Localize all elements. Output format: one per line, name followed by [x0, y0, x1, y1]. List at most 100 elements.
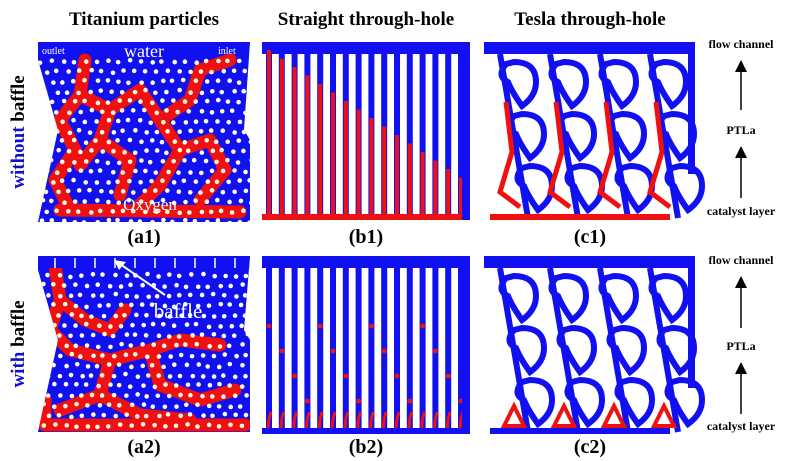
- particle: [135, 392, 140, 397]
- oxygen: [554, 406, 574, 426]
- particle: [106, 100, 111, 105]
- channel-wall: [317, 256, 323, 432]
- particle: [49, 158, 54, 163]
- particle: [244, 393, 249, 398]
- particle: [240, 282, 245, 287]
- particle: [160, 178, 165, 183]
- particle: [183, 218, 188, 223]
- particle: [73, 282, 78, 287]
- particle: [212, 434, 217, 439]
- particle: [124, 352, 129, 357]
- particle: [249, 158, 254, 163]
- particle: [151, 342, 156, 347]
- particle: [40, 138, 45, 143]
- particle: [150, 220, 155, 225]
- particle: [243, 170, 248, 175]
- particle: [210, 89, 215, 94]
- particle: [89, 148, 94, 153]
- particle: [227, 221, 232, 226]
- particle: [70, 352, 75, 357]
- particle: [84, 59, 89, 64]
- particle: [122, 313, 127, 318]
- particle: [66, 69, 71, 74]
- particle: [185, 422, 190, 427]
- particle: [58, 393, 63, 398]
- particle: [71, 178, 76, 183]
- particle: [233, 393, 238, 398]
- particle: [108, 382, 113, 387]
- oxygen-column: [446, 169, 450, 218]
- particle: [239, 303, 244, 308]
- particle: [207, 303, 212, 308]
- particle: [175, 110, 180, 115]
- particle-panel: [30, 256, 260, 439]
- particle: [89, 169, 94, 174]
- particle: [134, 313, 139, 318]
- particle: [178, 413, 183, 418]
- oxygen-column: [344, 101, 348, 218]
- particle: [111, 334, 116, 339]
- particle: [71, 79, 76, 84]
- particle: [58, 435, 63, 440]
- channel-wall: [343, 256, 349, 432]
- particle: [193, 99, 198, 104]
- particle: [91, 354, 96, 359]
- bubble: [331, 349, 336, 354]
- particle: [63, 302, 68, 307]
- particle: [228, 284, 233, 289]
- particle: [174, 423, 179, 428]
- particle: [177, 69, 182, 74]
- particle: [45, 109, 50, 114]
- side-wall: [462, 268, 470, 434]
- particle: [231, 149, 236, 154]
- particle: [58, 354, 63, 359]
- particle: [204, 159, 209, 164]
- oxygen-column: [293, 67, 297, 218]
- particle: [177, 189, 182, 194]
- particle: [238, 404, 243, 409]
- particle: [247, 178, 252, 183]
- particle: [106, 180, 111, 185]
- particle: [240, 424, 245, 429]
- particle: [95, 282, 100, 287]
- channel-wall: [381, 256, 387, 432]
- particle: [188, 70, 193, 75]
- particle: [171, 98, 176, 103]
- particle: [85, 343, 90, 348]
- particle: [164, 151, 169, 156]
- annotation: inlet: [218, 46, 236, 57]
- particle: [46, 433, 51, 438]
- particle: [155, 148, 160, 153]
- particle: [174, 383, 179, 388]
- particle: [113, 434, 118, 439]
- column-header: Straight through-hole: [278, 9, 454, 30]
- particle: [199, 171, 204, 176]
- particle: [52, 382, 57, 387]
- particle: [172, 323, 177, 328]
- particle: [140, 342, 145, 347]
- particle: [70, 394, 75, 399]
- particle: [78, 293, 83, 298]
- particle: [216, 98, 221, 103]
- particle: [84, 382, 89, 387]
- particle: [133, 332, 138, 337]
- particle: [234, 294, 239, 299]
- particle: [45, 70, 50, 75]
- particle: [98, 88, 103, 93]
- particle: [155, 111, 160, 116]
- oxygen-column: [331, 93, 335, 219]
- particle: [210, 110, 215, 115]
- particle: [174, 404, 179, 409]
- particle: [140, 283, 145, 288]
- particle: [233, 313, 238, 318]
- particle: [200, 394, 205, 399]
- particle: [64, 364, 69, 369]
- particle: [207, 344, 212, 349]
- particle: [108, 284, 113, 289]
- particle: [161, 218, 166, 223]
- particle: [183, 59, 188, 64]
- particle: [60, 138, 65, 143]
- particle: [161, 159, 166, 164]
- particle: [68, 275, 73, 280]
- particle: [157, 334, 162, 339]
